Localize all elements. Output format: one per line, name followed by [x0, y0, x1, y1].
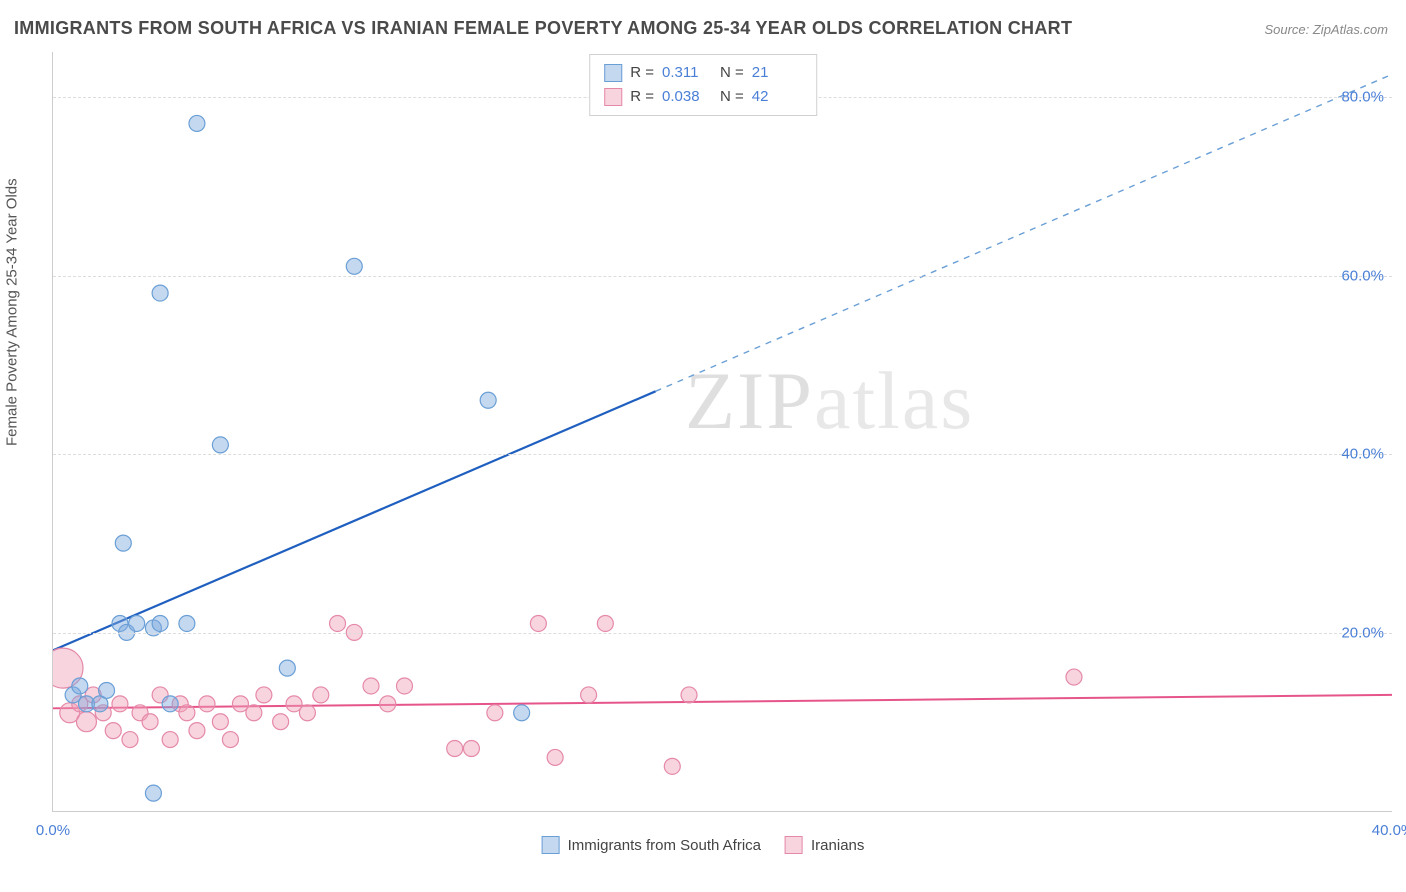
y-axis-label: Female Poverty Among 25-34 Year Olds	[4, 178, 21, 446]
legend-label: Immigrants from South Africa	[568, 837, 761, 854]
chart-container: IMMIGRANTS FROM SOUTH AFRICA VS IRANIAN …	[0, 0, 1406, 892]
legend-series: Immigrants from South Africa Iranians	[542, 836, 865, 854]
gridline	[53, 276, 1392, 277]
legend-n-value: 21	[752, 61, 802, 85]
y-tick-label: 60.0%	[1341, 267, 1384, 284]
legend-item: Iranians	[785, 836, 864, 854]
x-tick-label: 0.0%	[36, 822, 70, 839]
legend-n-value: 42	[752, 85, 802, 109]
plot-svg	[53, 52, 1392, 811]
plot-area: ZIPatlas 20.0%40.0%60.0%80.0%0.0%40.0%	[52, 52, 1392, 812]
y-tick-label: 20.0%	[1341, 625, 1384, 642]
legend-swatch-icon	[604, 88, 622, 106]
legend-n-label: N =	[720, 61, 744, 85]
legend-item: Immigrants from South Africa	[542, 836, 761, 854]
y-tick-label: 40.0%	[1341, 446, 1384, 463]
legend-correlation: R = 0.311 N = 21 R = 0.038 N = 42	[589, 54, 817, 116]
y-tick-label: 80.0%	[1341, 88, 1384, 105]
legend-swatch-icon	[542, 836, 560, 854]
legend-label: Iranians	[811, 837, 864, 854]
legend-row: R = 0.038 N = 42	[604, 85, 802, 109]
legend-n-label: N =	[720, 85, 744, 109]
source-label: Source: ZipAtlas.com	[1264, 22, 1388, 37]
legend-r-value: 0.038	[662, 85, 712, 109]
legend-r-label: R =	[630, 85, 654, 109]
x-tick-label: 40.0%	[1372, 822, 1406, 839]
gridline	[53, 633, 1392, 634]
legend-r-label: R =	[630, 61, 654, 85]
legend-r-value: 0.311	[662, 61, 712, 85]
legend-swatch-icon	[604, 64, 622, 82]
legend-swatch-icon	[785, 836, 803, 854]
gridline	[53, 454, 1392, 455]
chart-title: IMMIGRANTS FROM SOUTH AFRICA VS IRANIAN …	[14, 18, 1072, 39]
legend-row: R = 0.311 N = 21	[604, 61, 802, 85]
